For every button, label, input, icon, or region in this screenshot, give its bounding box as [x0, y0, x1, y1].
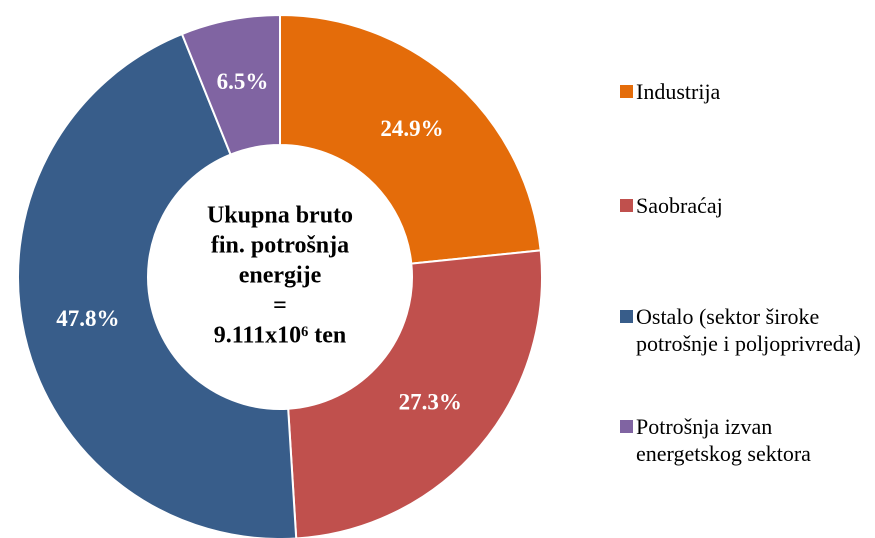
legend-item: Industrija [620, 78, 872, 105]
donut-slice [287, 249, 543, 538]
center-text: energije [239, 263, 322, 289]
donut-slice [17, 32, 298, 538]
center-text: fin. potrošnja [211, 233, 349, 259]
legend-swatch [620, 199, 633, 212]
center-text: 9.111x10⁶ ten [214, 323, 347, 349]
legend-label: Industrija [636, 79, 721, 104]
value-label: 47.8% [56, 306, 119, 331]
value-label: 24.9% [380, 116, 443, 141]
legend-item: Ostalo (sektor široke potrošnje i poljop… [620, 303, 872, 357]
value-label: 27.3% [399, 390, 462, 415]
legend-swatch [620, 310, 633, 323]
legend-item: Saobraćaj [620, 192, 872, 219]
legend-item: Potrošnja izvan energetskog sektora [620, 413, 872, 467]
center-text: Ukupna bruto [207, 203, 353, 229]
legend-label: Potrošnja izvan energetskog sektora [636, 414, 811, 466]
donut-slice [279, 13, 542, 265]
legend-swatch [620, 85, 633, 98]
legend-label: Ostalo (sektor široke potrošnje i poljop… [636, 304, 861, 356]
legend-swatch [620, 420, 633, 433]
center-text: = [273, 293, 287, 319]
donut-slice [180, 13, 281, 156]
value-label: 6.5% [217, 69, 269, 94]
legend-label: Saobraćaj [636, 193, 723, 218]
